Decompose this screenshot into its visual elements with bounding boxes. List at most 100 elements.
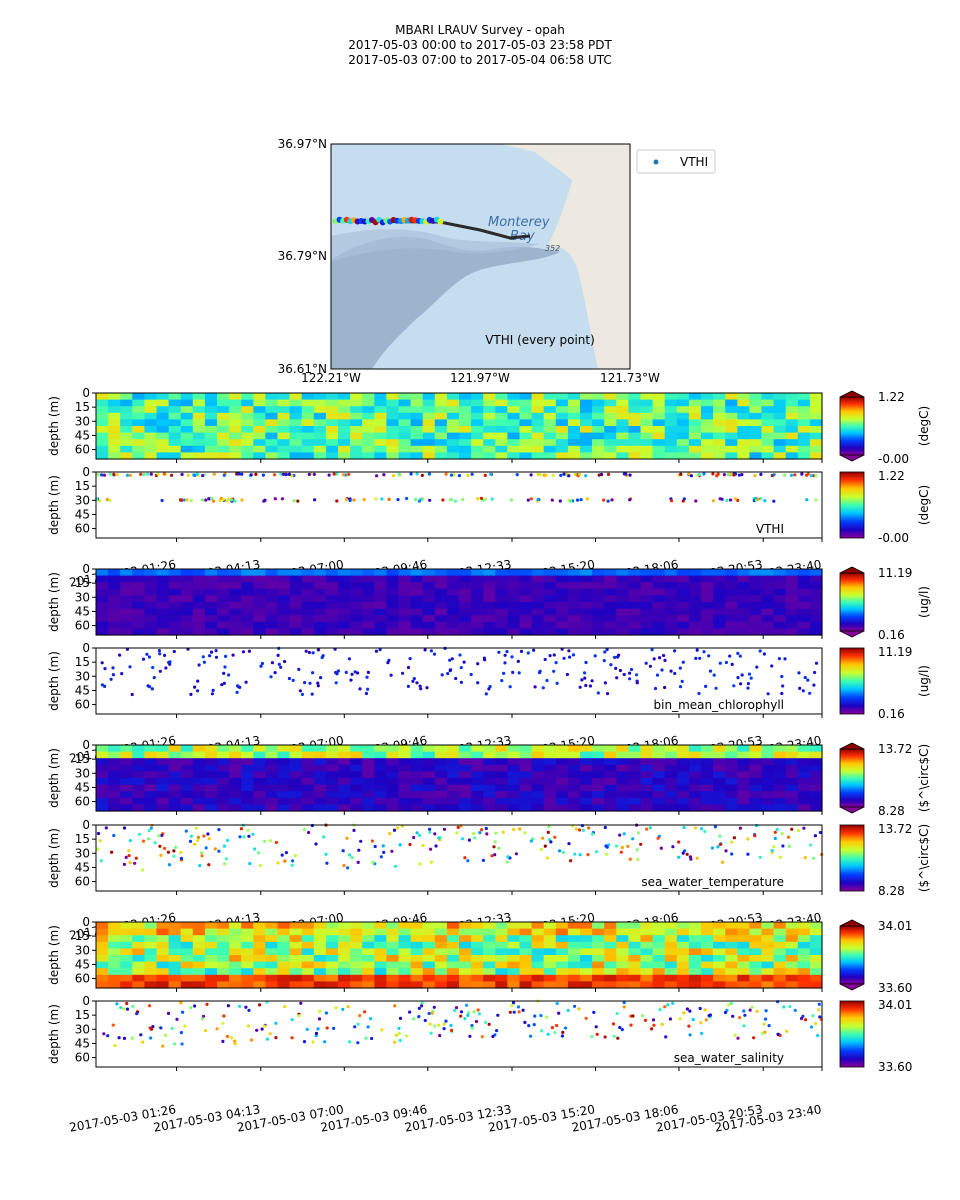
data-point bbox=[567, 842, 571, 846]
contour-cell bbox=[277, 941, 291, 949]
contour-cell bbox=[459, 771, 472, 779]
contour-cell bbox=[398, 621, 412, 629]
contour-cell bbox=[483, 432, 496, 440]
data-point bbox=[348, 498, 352, 503]
contour-cell bbox=[604, 582, 617, 590]
contour-cell bbox=[192, 948, 206, 956]
contour-cell bbox=[555, 426, 569, 434]
data-point bbox=[307, 830, 311, 835]
contour-cell bbox=[761, 439, 775, 447]
contour-cell bbox=[422, 412, 436, 420]
contour-cell bbox=[640, 393, 654, 401]
contour-cell bbox=[543, 791, 557, 799]
contour-cell bbox=[773, 399, 787, 407]
data-point bbox=[386, 661, 390, 665]
contour-cell bbox=[374, 981, 387, 989]
contour-cell bbox=[773, 758, 787, 766]
data-point bbox=[429, 1031, 433, 1035]
data-point bbox=[217, 828, 221, 832]
contour-cell bbox=[592, 432, 605, 440]
contour-cell bbox=[325, 588, 339, 596]
contour-cell bbox=[749, 751, 763, 759]
contour-cell bbox=[761, 955, 775, 963]
data-point bbox=[484, 497, 488, 501]
data-point bbox=[682, 497, 687, 501]
contour-cell bbox=[398, 602, 412, 610]
contour-cell bbox=[519, 412, 533, 420]
contour-cell bbox=[555, 797, 569, 805]
contour-cell bbox=[604, 961, 617, 969]
contour-cell bbox=[386, 569, 400, 577]
contour-cell bbox=[737, 745, 750, 753]
contour-cell bbox=[519, 621, 533, 629]
contour-cell bbox=[132, 981, 145, 989]
data-point bbox=[814, 498, 818, 502]
contour-cell bbox=[773, 608, 787, 616]
contour-cell bbox=[313, 628, 327, 636]
contour-cell bbox=[785, 406, 799, 414]
contour-cell bbox=[797, 615, 811, 623]
contour-cell bbox=[628, 569, 642, 577]
contour-cell bbox=[434, 615, 448, 623]
contour-cell bbox=[701, 981, 714, 989]
data-point bbox=[180, 498, 184, 502]
contour-cell bbox=[398, 804, 412, 812]
contour-cell bbox=[289, 621, 303, 629]
data-point bbox=[628, 857, 632, 861]
data-point bbox=[332, 1026, 336, 1030]
contour-cell bbox=[507, 439, 521, 447]
contour-cell bbox=[688, 797, 702, 805]
data-point bbox=[356, 1022, 360, 1026]
contour-cell bbox=[737, 797, 750, 805]
contour-cell bbox=[495, 961, 508, 969]
contour-cell bbox=[628, 588, 642, 596]
contour-cell bbox=[773, 439, 787, 447]
data-point bbox=[429, 847, 433, 851]
contour-cell bbox=[434, 778, 448, 786]
contour-cell bbox=[301, 935, 315, 943]
contour-cell bbox=[144, 412, 158, 420]
contour-cell bbox=[277, 751, 291, 759]
contour-cell bbox=[580, 582, 593, 590]
contour-cell bbox=[676, 791, 690, 799]
contour-cell bbox=[313, 758, 327, 766]
data-point bbox=[193, 1004, 197, 1008]
data-point bbox=[254, 472, 258, 476]
contour-cell bbox=[725, 771, 738, 779]
data-point bbox=[174, 845, 178, 850]
plot-frame bbox=[95, 1000, 823, 1068]
contour-cell bbox=[398, 412, 412, 420]
contour-cell bbox=[567, 922, 581, 930]
data-point bbox=[258, 1003, 262, 1007]
contour-cell bbox=[555, 745, 569, 753]
contour-cell bbox=[410, 751, 424, 759]
data-point bbox=[702, 472, 706, 476]
contour-cell bbox=[313, 771, 327, 779]
contour-cell bbox=[313, 745, 327, 753]
contour-cell bbox=[592, 804, 605, 812]
contour-cell bbox=[761, 588, 775, 596]
contour-cell bbox=[192, 961, 206, 969]
contour-cell bbox=[156, 595, 170, 603]
contour-cell bbox=[519, 797, 533, 805]
contour-cell bbox=[761, 621, 775, 629]
contour-cell bbox=[386, 791, 400, 799]
colorbar-max-label: 1.22 bbox=[878, 390, 905, 404]
contour-cell bbox=[628, 955, 642, 963]
data-point bbox=[239, 827, 243, 831]
data-point bbox=[538, 473, 542, 477]
contour-cell bbox=[664, 935, 678, 943]
contour-cell bbox=[785, 778, 799, 786]
contour-cell bbox=[350, 628, 363, 636]
contour-cell bbox=[434, 745, 448, 753]
contour-cell bbox=[434, 608, 448, 616]
data-point bbox=[425, 686, 429, 690]
contour-cell bbox=[785, 758, 799, 766]
contour-cell bbox=[120, 393, 133, 401]
contour-cell bbox=[459, 412, 472, 420]
contour-cell bbox=[180, 602, 194, 610]
contour-cell bbox=[410, 621, 424, 629]
contour-cell bbox=[338, 575, 351, 583]
contour-cell bbox=[519, 439, 533, 447]
data-point bbox=[222, 473, 226, 477]
